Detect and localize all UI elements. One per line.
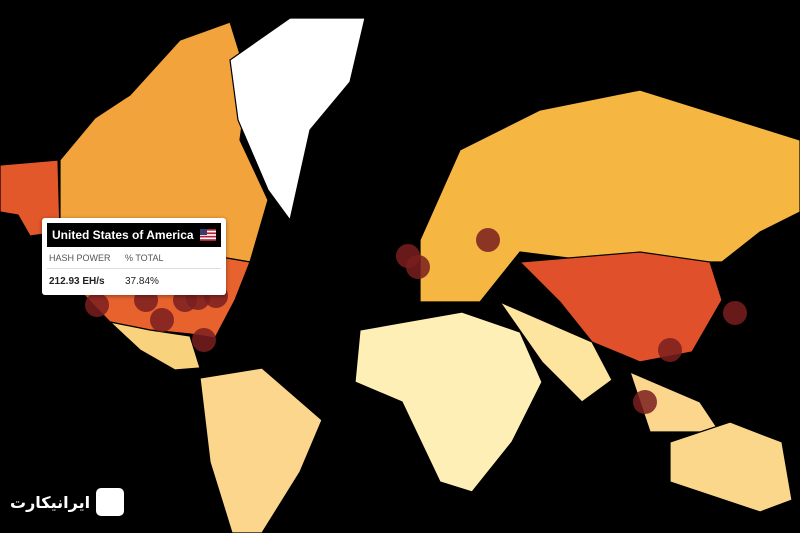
marker: [633, 390, 657, 414]
tooltip: United States of America HASH POWER % TO…: [42, 218, 226, 295]
africa: [354, 311, 543, 493]
watermark-text: ایرانیکارت: [10, 492, 91, 512]
column-label: HASH POWER: [49, 253, 111, 263]
south-america: [199, 367, 323, 533]
percent-total: 37.84%: [125, 276, 159, 287]
china: [518, 251, 723, 363]
separator: [47, 268, 221, 269]
mexico: [108, 320, 201, 371]
marker: [723, 301, 747, 325]
column-label: % TOTAL: [125, 253, 164, 263]
watermark-logo: [96, 488, 125, 516]
russia-europe: [419, 89, 800, 303]
marker: [85, 293, 109, 317]
greenland: [229, 17, 366, 222]
country-name: United States of America: [47, 223, 221, 247]
middle-east-india: [498, 300, 613, 403]
marker: [150, 308, 174, 332]
alaska: [0, 159, 61, 237]
australia: [669, 421, 793, 513]
marker: [406, 255, 430, 279]
flag: [200, 229, 216, 241]
marker: [476, 228, 500, 252]
marker: [658, 338, 682, 362]
hash-power: 212.93 EH/s: [49, 276, 105, 287]
watermark: ایرانیکارت: [10, 488, 125, 516]
marker: [192, 328, 216, 352]
